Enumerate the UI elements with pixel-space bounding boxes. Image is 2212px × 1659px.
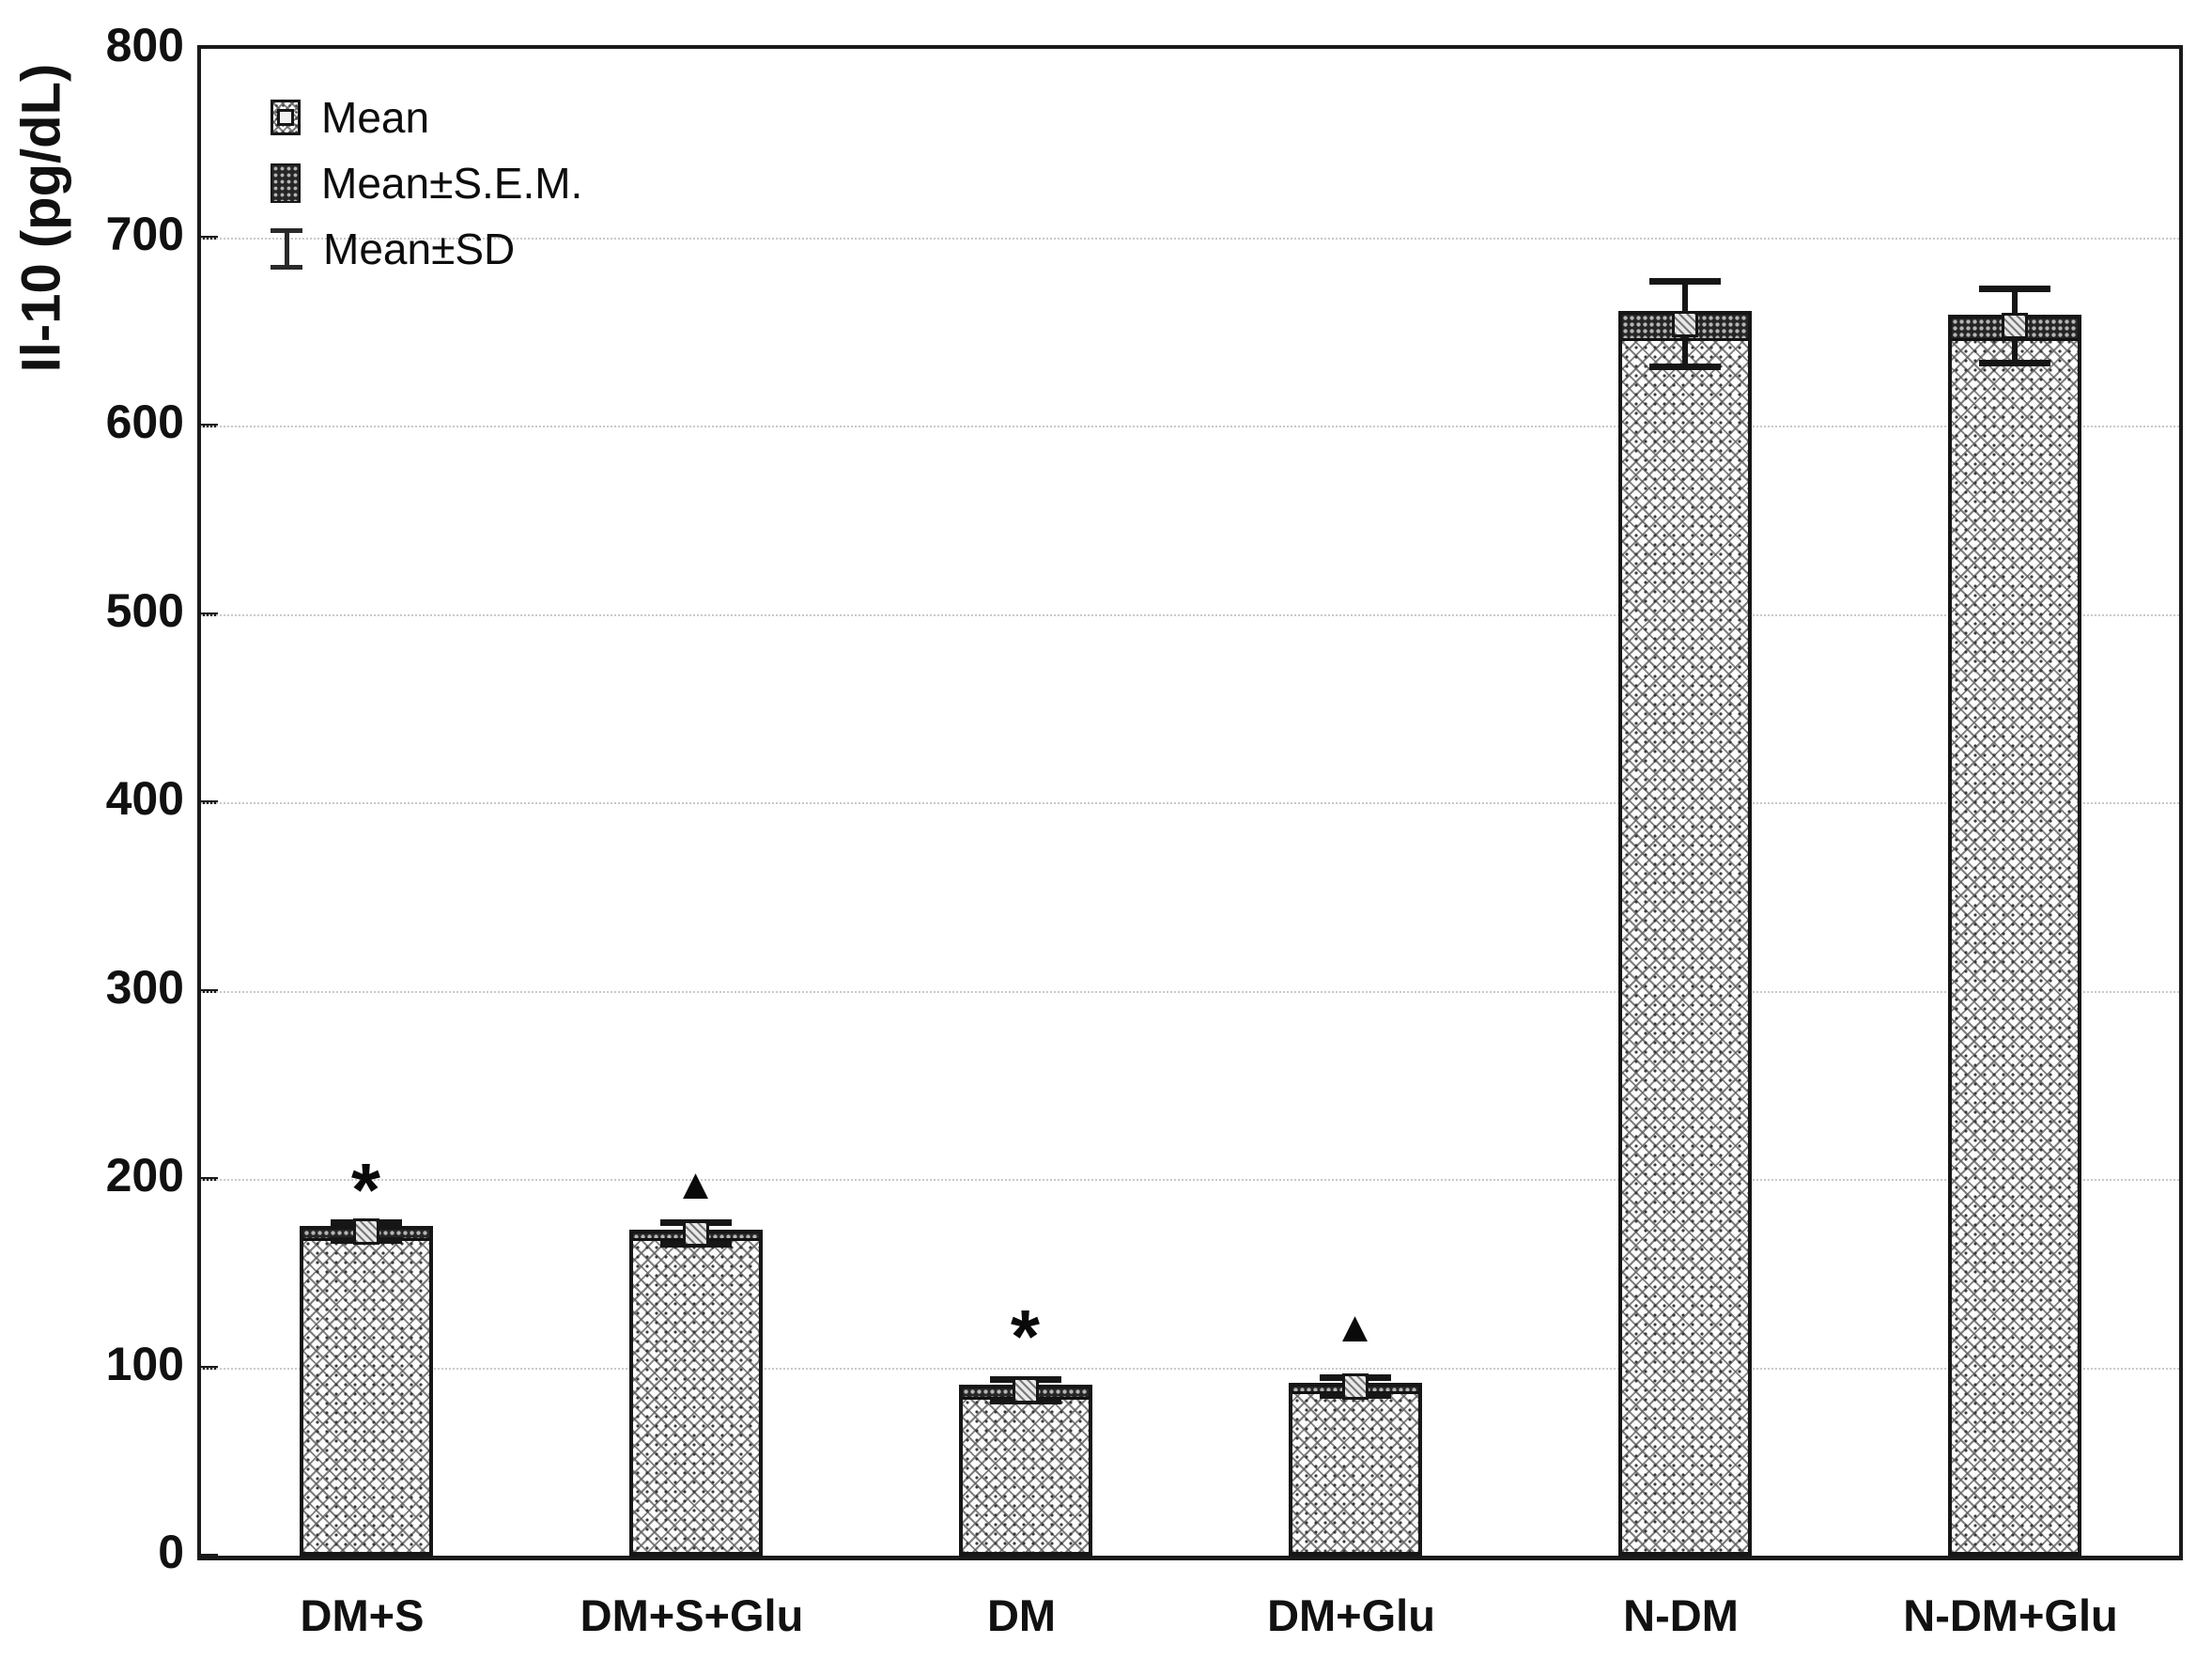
sd-cap-top-N-DM xyxy=(1648,277,1721,285)
significance-star-DM+S: * xyxy=(350,1148,381,1232)
legend-item-mean: Mean xyxy=(271,85,582,150)
significance-triangle-DM+S+Glu: ▲ xyxy=(673,1159,718,1208)
mean-marker-N-DM xyxy=(1671,310,1698,337)
legend-label-sem: Mean±S.E.M. xyxy=(321,159,583,208)
x-label-N-DM: N-DM xyxy=(1623,1590,1739,1640)
mean-marker-icon xyxy=(271,100,301,135)
error-bar-icon xyxy=(271,228,302,270)
y-tick-label-300: 300 xyxy=(105,960,184,1014)
bar-N-DM+Glu xyxy=(1947,314,2081,1556)
gridline-300 xyxy=(201,990,2179,993)
gridline-100 xyxy=(201,1367,2179,1370)
y-tick-label-0: 0 xyxy=(158,1526,184,1578)
legend-label-mean: Mean xyxy=(321,93,430,142)
legend-item-sd: Mean±SD xyxy=(271,216,582,282)
plot-area: Mean Mean±S.E.M. Mean±SD * ▲ * ▲ xyxy=(197,45,2183,1560)
x-label-DM+S+Glu: DM+S+Glu xyxy=(580,1590,804,1640)
significance-star-DM: * xyxy=(1010,1295,1041,1379)
x-label-DM: DM xyxy=(986,1590,1057,1640)
sd-cap-bottom-N-DM xyxy=(1648,363,1721,370)
mean-marker-inner-icon xyxy=(277,109,294,126)
x-label-N-DM+Glu: N-DM+Glu xyxy=(1903,1590,2118,1640)
bar-N-DM xyxy=(1617,310,1752,1556)
mean-marker-DM+S xyxy=(352,1218,379,1246)
sd-cap-bottom-N-DM+Glu xyxy=(1978,359,2050,366)
significance-triangle-DM+Glu: ▲ xyxy=(1333,1302,1377,1352)
bar-DM+S+Glu xyxy=(628,1230,763,1556)
bar-DM+S xyxy=(299,1226,433,1556)
sd-cap-top-N-DM+Glu xyxy=(1978,285,2050,292)
x-label-DM+Glu: DM+Glu xyxy=(1267,1590,1435,1640)
y-tick-label-200: 200 xyxy=(105,1149,184,1202)
mean-marker-DM+Glu xyxy=(1341,1372,1369,1400)
mean-marker-DM xyxy=(1012,1376,1039,1403)
gridline-400 xyxy=(201,802,2179,804)
sem-box-icon xyxy=(271,163,301,203)
gridline-600 xyxy=(201,426,2179,427)
gridline-700 xyxy=(201,237,2179,240)
y-tick-label-400: 400 xyxy=(105,772,184,825)
legend: Mean Mean±S.E.M. Mean±SD xyxy=(271,85,582,282)
bar-DM xyxy=(958,1384,1092,1556)
x-label-DM+S: DM+S xyxy=(300,1590,425,1640)
y-tick-label-500: 500 xyxy=(105,583,184,637)
gridline-500 xyxy=(201,613,2179,616)
y-tick-label-800: 800 xyxy=(105,19,184,71)
legend-label-sd: Mean±SD xyxy=(323,225,516,273)
y-tick-0 xyxy=(201,1554,218,1558)
gridline-200 xyxy=(201,1179,2179,1181)
y-tick-label-700: 700 xyxy=(105,207,184,260)
y-tick-label-100: 100 xyxy=(105,1337,184,1390)
bar-DM+Glu xyxy=(1288,1382,1422,1556)
legend-item-sem: Mean±S.E.M. xyxy=(271,150,582,216)
y-tick-label-600: 600 xyxy=(105,395,184,448)
mean-marker-DM+S+Glu xyxy=(682,1220,709,1248)
mean-marker-N-DM+Glu xyxy=(2001,312,2028,339)
